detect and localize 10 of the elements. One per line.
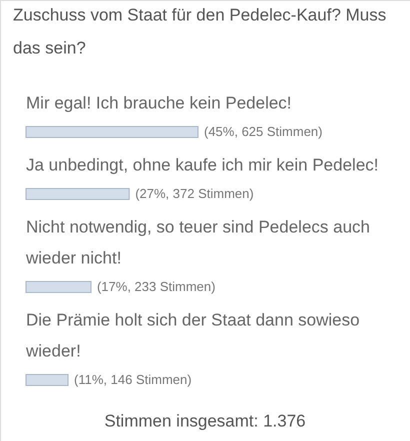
y-tick-label: Mir egal! Ich brauche kein Pedelec!	[26, 94, 292, 113]
data-label: (27%, 372 Stimmen)	[135, 186, 254, 201]
data-label: (45%, 625 Stimmen)	[204, 124, 322, 139]
data-label: (11%, 146 Stimmen)	[74, 372, 192, 387]
y-tick-label: Die Prämie holt sich der Staat dann sowieso wieder!	[25, 310, 360, 361]
y-tick-label: Ja unbedingt, ohne kaufe ich mir kein Pedelec!	[26, 156, 379, 175]
text: Stimmen insgesamt: 1.376	[104, 412, 306, 430]
y-tick-label: Nicht notwendig, so teuer sind Pedelecs auch wieder nicht!	[25, 218, 370, 268]
chart-title: Zuschuss vom Staat für den Pedelec-Kauf? Muss das sein?	[13, 6, 386, 58]
data-label: (17%, 233 Stimmen)	[96, 279, 216, 294]
